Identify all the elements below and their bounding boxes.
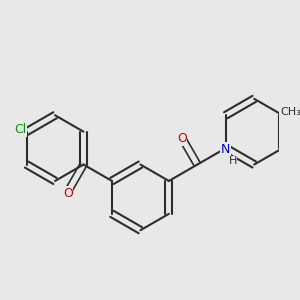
Text: O: O — [63, 187, 73, 200]
Text: Cl: Cl — [14, 123, 26, 136]
Text: H: H — [229, 156, 237, 166]
Text: CH₃: CH₃ — [280, 106, 300, 116]
Text: O: O — [177, 133, 187, 146]
Text: N: N — [221, 143, 230, 156]
